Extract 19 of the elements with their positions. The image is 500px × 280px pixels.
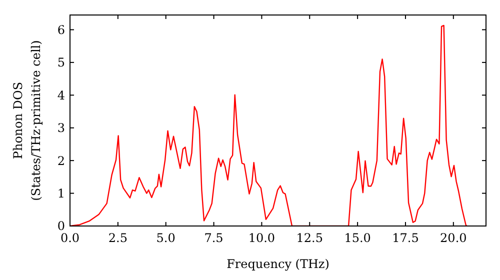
x-tick-label: 20.0 (440, 231, 467, 245)
x-tick-label: 12.5 (296, 231, 323, 245)
y-tick-label: 3 (57, 121, 65, 136)
x-tick-label: 7.5 (204, 231, 224, 245)
x-tick-label: 5.0 (156, 231, 176, 245)
y-tick-label: 2 (57, 154, 65, 168)
y-tick-label: 6 (57, 22, 65, 37)
line-series (70, 24, 468, 226)
y-tick-label: 5 (57, 56, 65, 70)
y-tick-label: 0 (57, 219, 65, 234)
y-axis-title: Phonon DOS (States/THz·primitive cell) (11, 40, 43, 201)
x-tick-label: 2.5 (108, 231, 128, 245)
x-tick-label: 17.5 (392, 231, 419, 245)
x-tick-label: 0.0 (60, 231, 80, 245)
x-axis-title: Frequency (THz) (226, 257, 330, 271)
y-tick-label: 4 (57, 88, 66, 102)
x-tick-label: 10.0 (248, 231, 276, 245)
x-tick-label: 15.0 (344, 231, 371, 245)
y-tick-label: 1 (57, 186, 65, 200)
